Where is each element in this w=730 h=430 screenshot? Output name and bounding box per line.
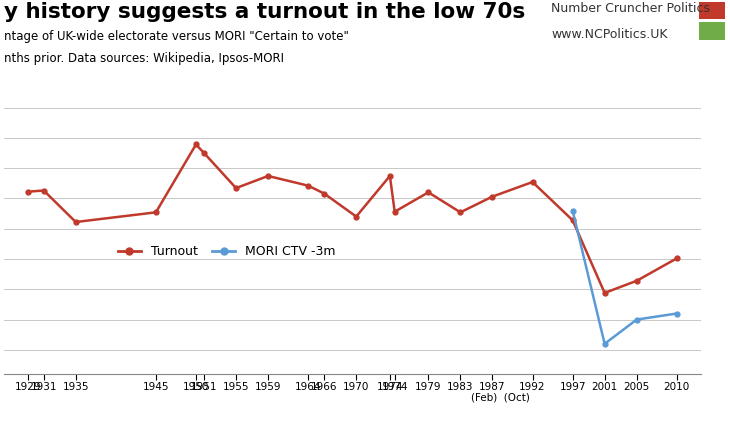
Legend: Turnout, MORI CTV -3m: Turnout, MORI CTV -3m [113,240,340,263]
Text: (Feb)  (Oct): (Feb) (Oct) [471,392,529,402]
Text: Number Cruncher Politics: Number Cruncher Politics [551,2,710,15]
Text: www.NCPolitics.UK: www.NCPolitics.UK [551,28,668,41]
Text: ntage of UK-wide electorate versus MORI "Certain to vote": ntage of UK-wide electorate versus MORI … [4,30,348,43]
Text: y history suggests a turnout in the low 70s: y history suggests a turnout in the low … [4,2,525,22]
Text: nths prior. Data sources: Wikipedia, Ipsos-MORI: nths prior. Data sources: Wikipedia, Ips… [4,52,284,64]
